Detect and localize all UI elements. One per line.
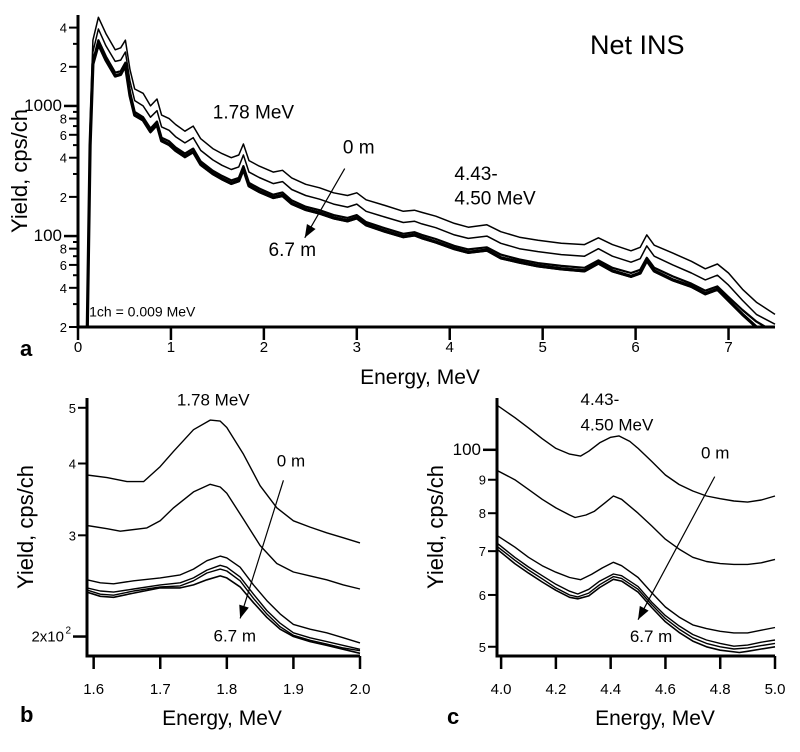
series-line-4 — [87, 568, 361, 652]
x-tick-label: 2 — [260, 339, 268, 356]
annotation: 4.50 MeV — [581, 416, 654, 435]
y-tick-label: 6 — [60, 258, 67, 273]
y-tick-label: 2 — [60, 320, 67, 335]
y-tick-label: 3 — [69, 528, 76, 543]
x-tick-label: 1 — [167, 339, 175, 356]
annotation: 6.7 m — [269, 240, 317, 261]
series-line-bundle — [86, 40, 757, 327]
x-tick-label: 3 — [353, 339, 361, 356]
y-tick-label: 4 — [60, 21, 67, 36]
series-line-0-m — [497, 404, 776, 503]
y-tick-label: 2 — [60, 190, 67, 205]
y-axis-title: Yield, cps/ch — [7, 109, 32, 233]
annotation: 0 m — [277, 452, 305, 471]
series-line-1 — [497, 469, 776, 566]
arrowhead-icon — [304, 224, 316, 238]
y-tick-label: 2 — [60, 60, 67, 75]
y-tick-label: 7 — [479, 544, 486, 559]
series-line-2 — [86, 39, 767, 327]
y-tick-label: 8 — [60, 112, 67, 127]
series-group — [497, 404, 776, 654]
y-axis-title: Yield, cps/ch — [13, 465, 38, 589]
chart-title: Net INS — [590, 30, 685, 60]
x-axis-title: Energy, MeV — [162, 707, 282, 730]
y-tick-label: 5 — [69, 401, 76, 416]
x-tick-label: 4.6 — [655, 681, 676, 698]
x-tick-label: 4.4 — [600, 681, 621, 698]
y-tick-label: 9 — [479, 473, 486, 488]
x-tick-label: 2.0 — [350, 681, 371, 698]
annotation: 0 m — [343, 138, 375, 159]
annotation: 6.7 m — [630, 627, 673, 646]
series-line-6_7-m — [85, 42, 758, 327]
x-tick-label: 4.0 — [491, 681, 512, 698]
y-tick-label: 100 — [453, 440, 481, 459]
annotation: 0 m — [701, 443, 729, 462]
series-line-3 — [87, 564, 361, 650]
y-tick-label: 6 — [479, 588, 486, 603]
x-tick-label: 1.7 — [150, 681, 171, 698]
x-tick-label: 1.9 — [283, 681, 304, 698]
x-tick-label: 5.0 — [765, 681, 786, 698]
annotation: 4.43- — [581, 390, 620, 409]
series-line-2 — [497, 534, 776, 634]
x-tick-label: 7 — [724, 339, 732, 356]
series-group — [85, 16, 776, 327]
y-tick-label: 100 — [34, 226, 62, 245]
x-tick-label: 6 — [631, 339, 639, 356]
y-tick-label: 2x10 — [31, 629, 64, 646]
series-line-0-m — [87, 419, 361, 544]
y-tick-label: 5 — [479, 640, 486, 655]
panel-label: c — [447, 704, 459, 729]
y-tick-label: 6 — [60, 128, 67, 143]
x-tick-label: 1.6 — [83, 681, 104, 698]
annotation: 4.50 MeV — [454, 188, 536, 209]
y-tick-label: 8 — [479, 506, 486, 521]
panel-b: 1.6 1.7 1.8 1.9 2.0 2x10 2 3 4 5 Energy, MeV Yield,… — [13, 390, 370, 730]
x-tick-label: 1.8 — [216, 681, 237, 698]
arrowhead-icon — [239, 604, 249, 619]
annotation: 1ch = 0.009 MeV — [89, 304, 196, 320]
annotation: 4.43- — [454, 164, 497, 185]
series-line-1 — [87, 483, 361, 590]
series-line-1 — [86, 28, 776, 327]
depth-arrow — [239, 480, 284, 619]
x-tick-label: 5 — [538, 339, 546, 356]
depth-arrow — [637, 476, 716, 620]
series-line-2 — [87, 555, 361, 644]
x-tick-label: 4.2 — [545, 681, 566, 698]
y-axis-title: Yield, cps/ch — [423, 465, 448, 589]
arrowhead-icon — [638, 605, 649, 620]
series-line-6_7-m — [87, 575, 361, 655]
series-line-6_7-m — [497, 548, 776, 654]
y-tick-label: 4 — [69, 456, 76, 471]
panel-c: 4.0 4.2 4.4 4.6 4.8 5.0 5 6 7 8 9 100 Energy, MeV Yie… — [423, 390, 785, 730]
panel-label: a — [20, 336, 33, 361]
annotation: 6.7 m — [214, 627, 257, 646]
x-tick-label: 4.8 — [710, 681, 731, 698]
annotation: 1.78 MeV — [177, 390, 250, 409]
series-line-0-m — [86, 16, 776, 327]
y-tick-label: 4 — [60, 281, 67, 296]
y-tick-label: 8 — [60, 242, 67, 257]
y-tick-exponent: 2 — [65, 626, 71, 637]
x-tick-label: 4 — [446, 339, 454, 356]
x-axis-title: Energy, MeV — [595, 707, 715, 730]
x-tick-label: 0 — [74, 339, 82, 356]
series-line-3 — [497, 542, 776, 647]
panel-label: b — [20, 702, 33, 727]
series-group — [87, 419, 361, 655]
y-tick-label: 1000 — [24, 96, 62, 115]
depth-arrow — [304, 168, 346, 239]
x-axis-title: Energy, MeV — [360, 366, 480, 389]
series-line-4 — [497, 545, 776, 650]
series-line-bundle — [86, 42, 757, 327]
annotation: 1.78 MeV — [213, 103, 295, 124]
y-tick-label: 4 — [60, 151, 67, 166]
